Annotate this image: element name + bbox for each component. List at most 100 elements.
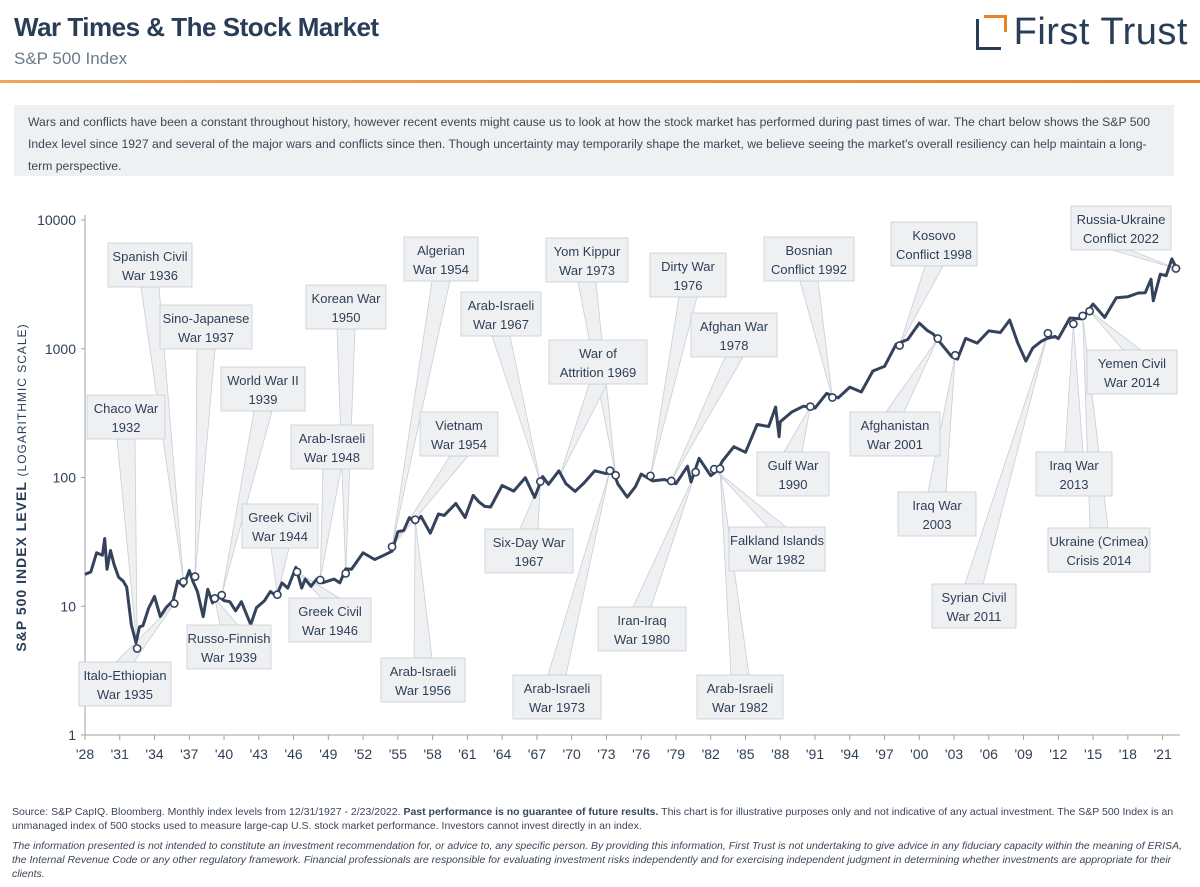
x-tick-label: '64 <box>493 746 511 762</box>
y-tick-label: 10 <box>60 598 76 614</box>
event-marker <box>934 335 941 342</box>
callout-line: Arab-Israeli <box>299 431 366 446</box>
event-marker <box>191 573 198 580</box>
x-tick-label: '06 <box>980 746 998 762</box>
callout-line: Iraq War <box>912 498 962 513</box>
callout: World War II 1939 <box>221 367 305 411</box>
event-marker <box>171 600 178 607</box>
callout-line: Attrition 1969 <box>560 365 637 380</box>
event-marker <box>1070 320 1077 327</box>
x-tick-label: '31 <box>111 746 129 762</box>
y-axis-label-main: S&P 500 INDEX LEVEL <box>13 476 29 651</box>
callout-pointer <box>671 357 743 481</box>
callout: Gulf War 1990 <box>757 452 829 496</box>
source-note: Source: S&P CapIQ. Bloomberg. Monthly in… <box>12 805 1190 833</box>
callout-pointer <box>320 469 341 580</box>
callout: Arab-Israeli War 1948 <box>291 425 373 469</box>
callout-line: 1976 <box>674 278 703 293</box>
callout: Iraq War 2003 <box>898 492 976 536</box>
x-tick-label: '40 <box>215 746 233 762</box>
callout: Kosovo Conflict 1998 <box>891 222 977 266</box>
event-marker <box>342 570 349 577</box>
callout-line: 1939 <box>249 392 278 407</box>
callout: Algerian War 1954 <box>404 237 478 281</box>
callout: Greek Civil War 1944 <box>242 504 318 548</box>
callout: Yemen Civil War 2014 <box>1087 350 1177 394</box>
event-marker <box>829 394 836 401</box>
x-tick-label: '73 <box>597 746 615 762</box>
x-tick-label: '15 <box>1084 746 1102 762</box>
callout: Ukraine (Crimea) Crisis 2014 <box>1048 528 1150 572</box>
header-divider <box>0 80 1200 83</box>
x-tick-label: '55 <box>389 746 407 762</box>
event-marker <box>537 478 544 485</box>
x-tick-label: '21 <box>1153 746 1171 762</box>
event-marker <box>612 472 619 479</box>
callout-pointer <box>1065 324 1083 452</box>
callout: Afghanistan War 2001 <box>850 412 940 456</box>
x-tick-label: '76 <box>632 746 650 762</box>
page-title: War Times & The Stock Market <box>14 12 379 43</box>
callout-line: War 1939 <box>201 650 257 665</box>
footer: Source: S&P CapIQ. Bloomberg. Monthly in… <box>12 805 1190 887</box>
x-tick-label: '70 <box>563 746 581 762</box>
page-subtitle: S&P 500 Index <box>14 49 127 69</box>
x-tick-label: '18 <box>1119 746 1137 762</box>
callout: Vietnam War 1954 <box>420 412 498 456</box>
callout-line: Russo-Finnish <box>187 631 270 646</box>
callout-line: War 1954 <box>431 437 487 452</box>
x-tick-label: '28 <box>76 746 94 762</box>
event-marker <box>180 578 187 585</box>
callout-pointer <box>414 520 432 658</box>
callout: Afghan War 1978 <box>691 313 777 357</box>
callout-line: War 1956 <box>395 683 451 698</box>
callout-line: 1950 <box>332 310 361 325</box>
callout-line: War 1954 <box>413 262 469 277</box>
callout-pointer <box>560 384 607 475</box>
callout-line: War 1967 <box>473 317 529 332</box>
x-tick-label: '97 <box>875 746 893 762</box>
callout-line: Conflict 1998 <box>896 247 972 262</box>
callout-line: Chaco War <box>94 401 159 416</box>
callout: Arab-Israeli War 1956 <box>381 658 465 702</box>
x-tick-label: '91 <box>806 746 824 762</box>
callout-line: Arab-Israeli <box>390 664 457 679</box>
callout-line: Bosnian <box>786 243 833 258</box>
callout: Arab-Israeli War 1982 <box>697 675 783 719</box>
x-tick-label: '43 <box>250 746 268 762</box>
disclaimer: The information presented is not intende… <box>12 839 1190 881</box>
x-tick-label: '82 <box>702 746 720 762</box>
x-tick-label: '00 <box>910 746 928 762</box>
callout: Syrian Civil War 2011 <box>932 584 1016 628</box>
callout-line: Russia-Ukraine <box>1077 212 1166 227</box>
callout-line: War 1973 <box>529 700 585 715</box>
event-marker <box>896 342 903 349</box>
callout-line: War 1937 <box>178 330 234 345</box>
header: War Times & The Stock Market S&P 500 Ind… <box>0 0 1200 84</box>
callout-line: Yom Kippur <box>554 244 621 259</box>
callout: War of Attrition 1969 <box>549 340 647 384</box>
y-tick-label: 1 <box>68 727 76 743</box>
callout-line: War 2001 <box>867 437 923 452</box>
x-tick-label: '49 <box>319 746 337 762</box>
x-tick-label: '09 <box>1014 746 1032 762</box>
callout-line: Yemen Civil <box>1098 356 1166 371</box>
callout: Iran-Iraq War 1980 <box>598 607 686 651</box>
callout-line: Sino-Japanese <box>163 311 250 326</box>
y-tick-label: 1000 <box>45 341 76 357</box>
callout: Iraq War 2013 <box>1036 452 1112 496</box>
event-marker <box>412 516 419 523</box>
callout-line: Afghanistan <box>861 418 930 433</box>
callout-line: Afghan War <box>700 319 769 334</box>
callout-line: War 1948 <box>304 450 360 465</box>
callout-pointer <box>1090 311 1141 350</box>
callout-line: Dirty War <box>661 259 715 274</box>
callout-line: Korean War <box>312 291 382 306</box>
callout-line: Arab-Israeli <box>524 681 591 696</box>
logo-mark-icon <box>976 15 1008 49</box>
event-marker <box>807 403 814 410</box>
callout-line: War 1973 <box>559 263 615 278</box>
event-marker <box>388 543 395 550</box>
event-marker <box>1172 265 1179 272</box>
callout-line: Arab-Israeli <box>468 298 535 313</box>
